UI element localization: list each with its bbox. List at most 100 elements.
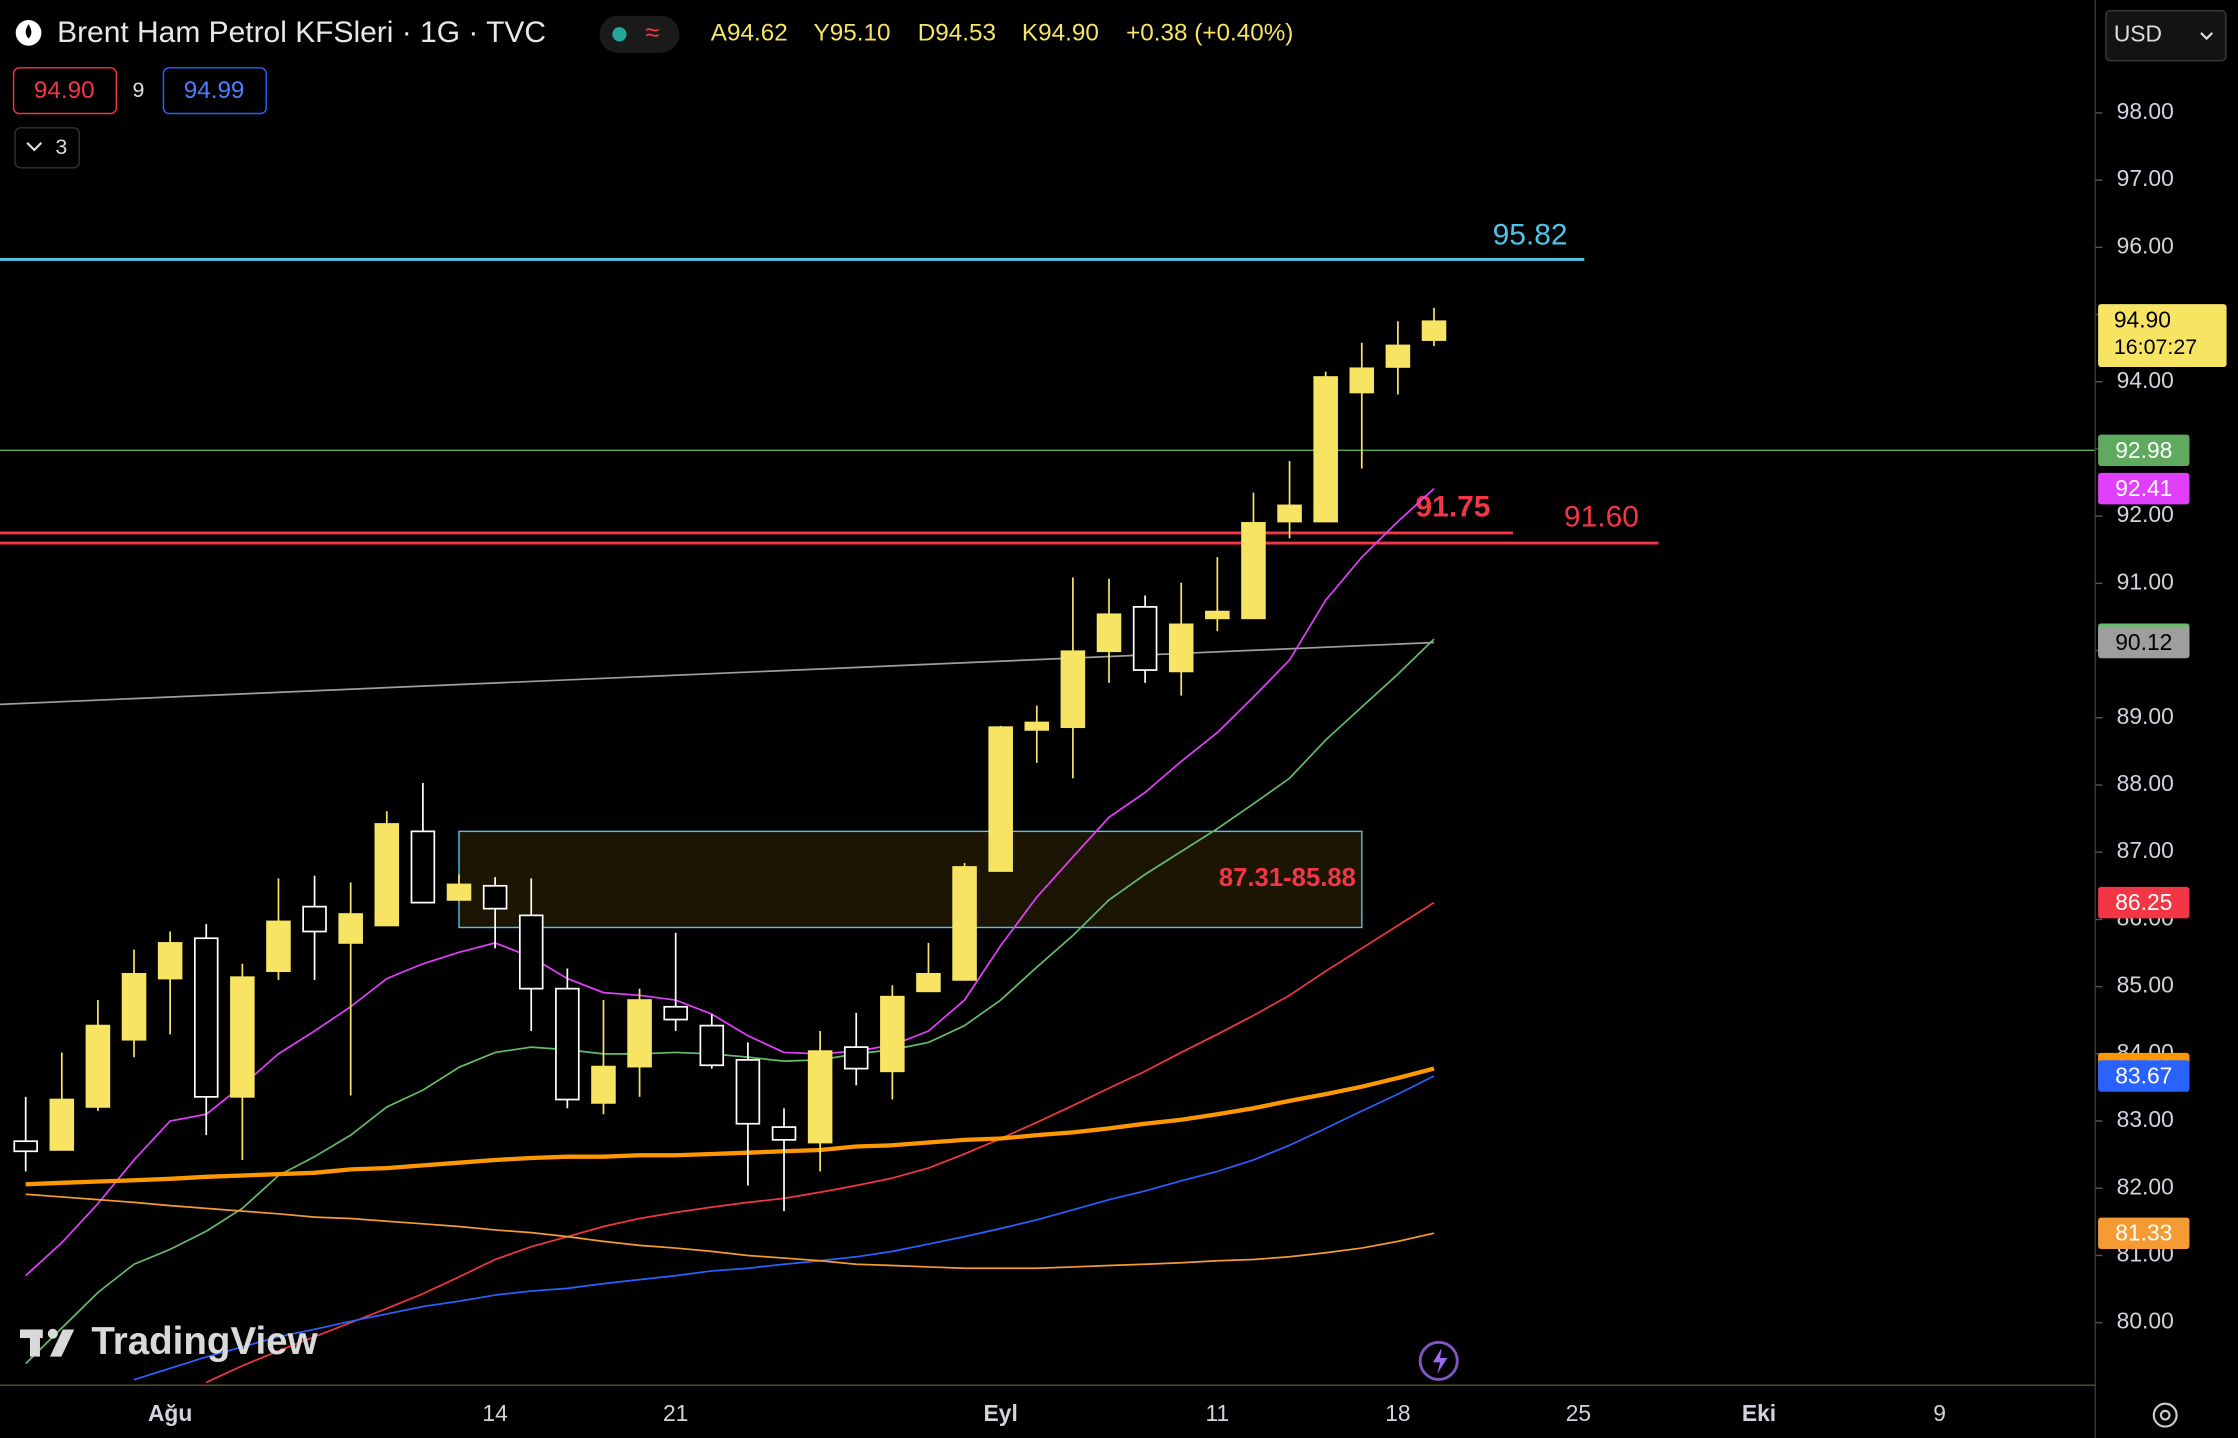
currency: USD [2114, 21, 2162, 47]
trend-line [0, 641, 1435, 706]
candle-body [410, 830, 436, 904]
candle-body [338, 913, 363, 944]
symbol-title[interactable]: Brent Ham Petrol KFSleri · 1G · TVC [57, 16, 546, 49]
buy-price: 94.99 [184, 77, 245, 104]
settings-icon[interactable] [2152, 1402, 2178, 1428]
alert-bolt [1433, 1348, 1448, 1374]
x-tick-label: 25 [1566, 1400, 1591, 1426]
candle-body [843, 1046, 869, 1070]
candle-body [1349, 367, 1375, 394]
price-box-label: 92.98 [2115, 437, 2172, 463]
y-tick-label: 85.00 [2117, 972, 2174, 998]
candle-body [591, 1065, 616, 1104]
zone [458, 830, 1363, 929]
settings-icon-inner [2159, 1409, 2171, 1421]
indicators-toggle[interactable] [14, 127, 80, 169]
indicators-count: 3 [55, 135, 67, 159]
indicator-line [25, 638, 1435, 1365]
y-tick-label: 89.00 [2117, 703, 2174, 729]
ohlc-close: K94.90 [1022, 20, 1099, 47]
candle-body [374, 823, 400, 927]
price-box-label: 92.41 [2115, 475, 2172, 501]
plot-area: 87.31-85.88 95.82 91.75 91.60 [0, 218, 2096, 1384]
ohlc-low: D94.53 [918, 20, 996, 47]
candle-body [1313, 376, 1338, 523]
sell-price: 94.90 [34, 77, 95, 104]
countdown: 16:07:27 [2114, 335, 2197, 359]
candle-body [735, 1059, 761, 1125]
buy-button[interactable] [162, 67, 267, 115]
candle-body [446, 883, 472, 901]
price-box [2098, 626, 2190, 659]
price-box [2098, 1217, 2190, 1249]
candle-body [1277, 504, 1302, 523]
zone-label: 87.31-85.88 [1219, 864, 1356, 892]
watermark-logo [19, 1328, 75, 1357]
ohlc-high: Y95.10 [814, 20, 891, 47]
y-tick-label: 94.00 [2117, 367, 2174, 393]
candle-body [157, 942, 183, 980]
x-tick-label: Eyl [984, 1400, 1018, 1426]
y-tick-label: 88.00 [2117, 770, 2174, 796]
candle-body [482, 884, 508, 910]
price-box-label: 90.12 [2115, 629, 2172, 655]
y-tick-label: 83.00 [2117, 1106, 2174, 1132]
x-tick-label: 11 [1205, 1400, 1229, 1426]
indicator-line [25, 1066, 1435, 1187]
candle-body [1168, 623, 1194, 673]
price-box-label: 83.67 [2115, 1062, 2172, 1088]
candle-body [1385, 344, 1411, 368]
chevron [2200, 32, 2214, 41]
candle-body [771, 1126, 797, 1141]
candle-body [916, 972, 941, 993]
x-tick-label: Ağu [148, 1400, 192, 1426]
data-delay-icon: ≈ [645, 19, 659, 47]
candle-body [952, 866, 977, 981]
x-tick-label: 14 [482, 1400, 508, 1426]
price-box [2098, 472, 2190, 505]
ohlc-open: A94.62 [711, 20, 788, 47]
price-box-label: 81.33 [2115, 1220, 2172, 1246]
quantity[interactable]: 9 [132, 78, 144, 102]
x-tick-label: 9 [1933, 1400, 1946, 1426]
y-tick-label: 87.00 [2117, 837, 2174, 863]
level-label: 91.75 [1415, 491, 1490, 524]
y-tick-label: 91.00 [2117, 568, 2174, 594]
symbol-icon-drop [25, 24, 32, 39]
ohlc-change: +0.38 (+0.40%) [1126, 20, 1293, 47]
market-status[interactable] [599, 15, 680, 53]
x-tick-label: 18 [1385, 1400, 1410, 1426]
candle-body [1241, 522, 1266, 620]
last-price: 94.90 [2114, 306, 2171, 332]
last-price-box [2098, 304, 2227, 367]
candle-body [1421, 320, 1447, 341]
market-open-dot [612, 27, 627, 42]
price-box [2098, 434, 2190, 467]
chevron [26, 142, 43, 152]
alert-icon[interactable] [1418, 1340, 1459, 1381]
sell-button[interactable] [12, 67, 118, 115]
candle-body [302, 905, 327, 933]
x-tick-label: Eki [1742, 1400, 1776, 1426]
candle-body [518, 914, 544, 990]
y-tick-label: 92.00 [2117, 501, 2174, 527]
price-box [2098, 886, 2190, 919]
indicator-line [25, 1193, 1435, 1270]
price-axis: 80.0081.0082.0083.0084.0085.0086.0087.00… [148, 98, 2227, 1426]
candle-body [230, 976, 255, 1098]
candle-body [193, 937, 219, 1098]
candle-body [85, 1024, 111, 1108]
x-tick-label: 21 [663, 1400, 688, 1426]
y-tick-label: 98.00 [2117, 98, 2174, 124]
candle-body [49, 1098, 75, 1151]
currency-select[interactable] [2105, 9, 2227, 62]
candle-body [627, 999, 652, 1068]
price-box-label: 86.25 [2115, 889, 2172, 915]
y-tick-label: 97.00 [2117, 165, 2174, 191]
watermark: TradingView [91, 1320, 318, 1363]
candle-body [1132, 606, 1158, 671]
candle-body [807, 1050, 833, 1144]
